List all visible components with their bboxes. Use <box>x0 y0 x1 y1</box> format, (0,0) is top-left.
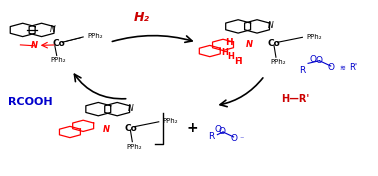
Text: R: R <box>209 132 215 141</box>
Text: H: H <box>227 52 234 61</box>
Text: O: O <box>327 63 334 72</box>
Text: N: N <box>31 41 37 50</box>
Text: N: N <box>127 104 133 113</box>
Text: RCOOH: RCOOH <box>8 97 53 107</box>
Text: R: R <box>299 66 305 75</box>
Text: O: O <box>316 56 323 65</box>
Text: PPh₂: PPh₂ <box>51 57 67 63</box>
Text: N: N <box>267 21 273 30</box>
Text: +: + <box>187 121 198 136</box>
Text: ≋: ≋ <box>339 65 345 71</box>
Text: PPh₂: PPh₂ <box>87 33 102 39</box>
Text: ⁻: ⁻ <box>239 134 243 144</box>
Text: R': R' <box>349 63 358 72</box>
Text: N: N <box>50 24 56 34</box>
Text: PPh₂: PPh₂ <box>126 144 142 150</box>
Text: O: O <box>215 125 222 134</box>
Text: H—R': H—R' <box>281 94 309 103</box>
Text: N: N <box>246 40 253 49</box>
Text: H: H <box>225 38 232 47</box>
Text: PPh₂: PPh₂ <box>163 118 178 124</box>
Text: H: H <box>222 48 228 57</box>
Text: Co: Co <box>124 124 137 133</box>
Text: H̄: H̄ <box>234 57 242 66</box>
Text: O: O <box>310 55 316 64</box>
Text: O: O <box>219 127 226 136</box>
Text: N: N <box>102 125 109 134</box>
Text: PPh₂: PPh₂ <box>270 59 286 65</box>
Text: O: O <box>230 134 237 143</box>
Text: Co: Co <box>52 39 65 49</box>
Text: Co: Co <box>268 39 280 49</box>
Text: PPh₂: PPh₂ <box>306 34 322 40</box>
Text: H₂: H₂ <box>134 11 150 24</box>
